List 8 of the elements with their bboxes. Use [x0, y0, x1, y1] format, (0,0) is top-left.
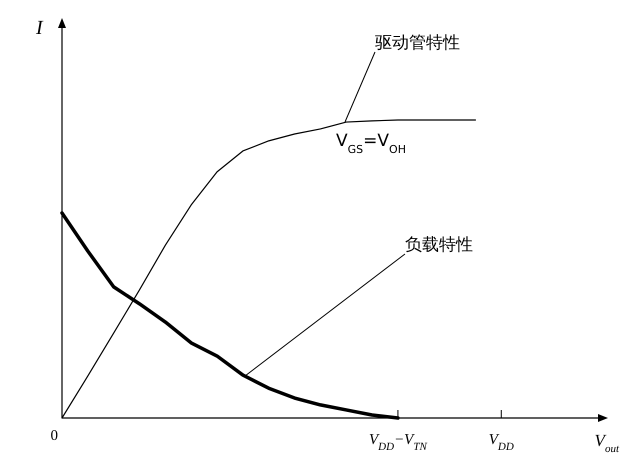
y-axis-title: I — [35, 17, 44, 39]
annotation: 负载特性 — [405, 235, 473, 255]
annotation: V$_{GS}$=V$_{OH}$ — [336, 131, 406, 156]
x-axis-title: V$_{out}$ — [594, 431, 620, 455]
x-tick-label: V$_{DD}$−V$_{TN}$ — [369, 432, 428, 453]
x-tick-label: 0 — [50, 428, 58, 444]
text: 驱动管特性 — [375, 33, 460, 53]
x-tick-label: V$_{DD}$ — [488, 432, 514, 453]
